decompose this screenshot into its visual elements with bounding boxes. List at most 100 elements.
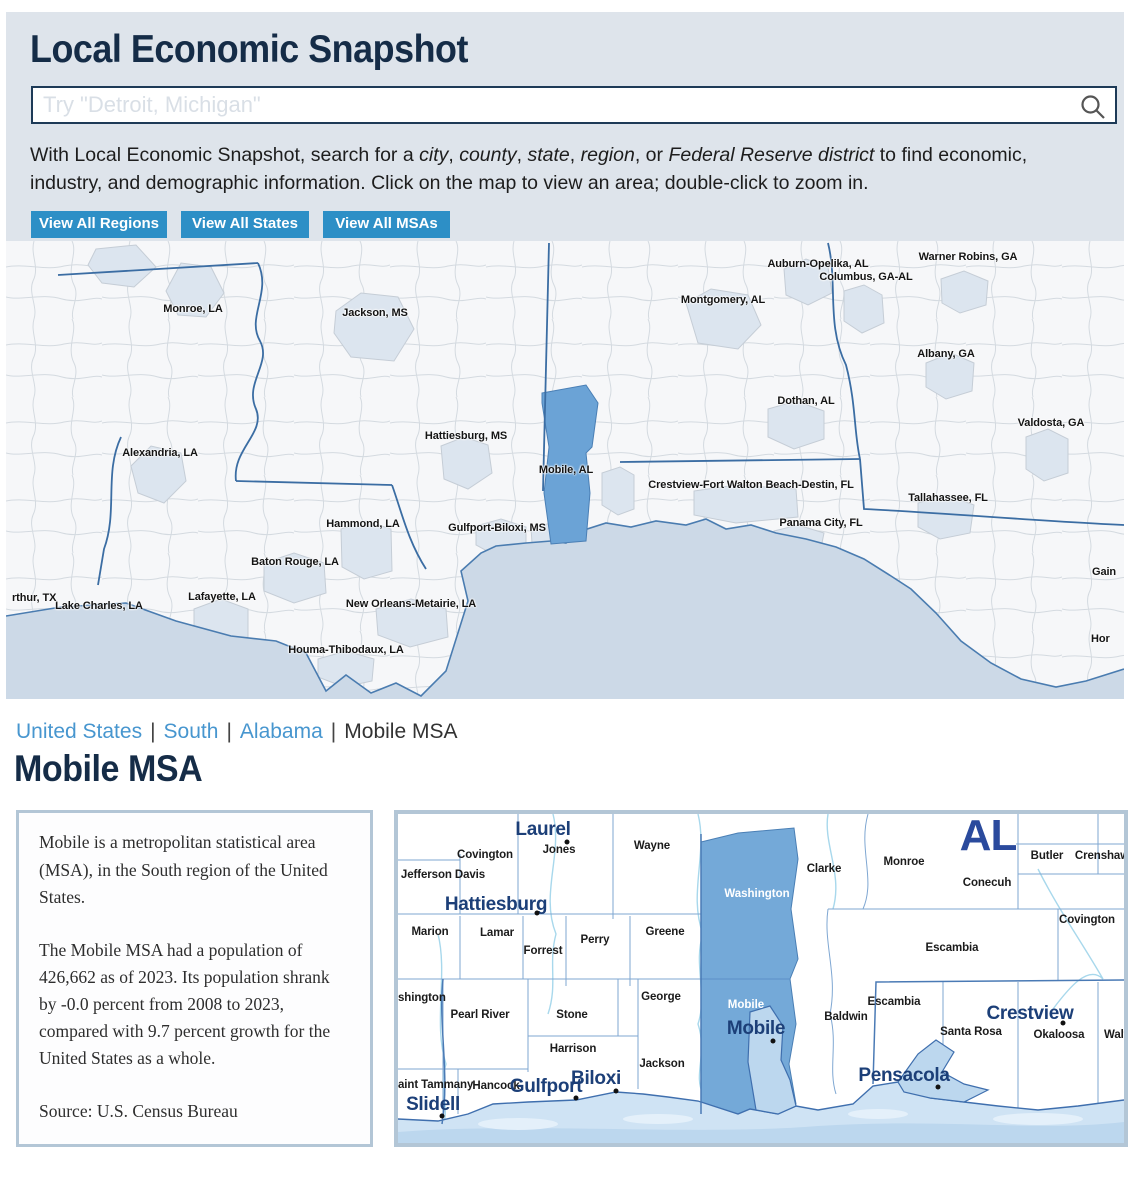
breadcrumb-alabama[interactable]: Alabama (239, 720, 323, 744)
county-label: Wayne (633, 840, 671, 853)
msa-title: Mobile MSA (14, 748, 203, 790)
county-label: Escambia (867, 996, 921, 1009)
msa-label-clipped[interactable]: Hor (1091, 633, 1110, 646)
city-label-gulfport: Gulfport (509, 1076, 583, 1098)
local-economic-snapshot-page: Local Economic Snapshot With Local Econo… (0, 12, 1131, 1148)
county-label: Monroe (883, 856, 925, 869)
city-label-biloxi: Biloxi (571, 1068, 621, 1090)
city-label-mobile: Mobile (726, 1018, 786, 1040)
county-label: Harrison (549, 1043, 597, 1056)
city-label-slidell: Slidell (406, 1094, 460, 1116)
msa-label[interactable]: Columbus, GA-AL (819, 271, 913, 284)
msa-label[interactable]: Crestview-Fort Walton Beach-Destin, FL (648, 479, 854, 492)
view-all-states-button[interactable]: View All States (181, 211, 309, 239)
mobile-msa-highlight (541, 384, 599, 545)
breadcrumb-united-states[interactable]: United States (16, 720, 143, 744)
msa-label[interactable]: Panama City, FL (779, 517, 863, 530)
county-label: Jackson (639, 1058, 685, 1071)
county-label-clipped: Walt (1104, 1029, 1128, 1042)
population-paragraph: The Mobile MSA had a population of 426,6… (39, 939, 331, 1069)
mobile-msa-detail-map[interactable]: Jones Covington Jefferson Davis Wayne Ma… (394, 810, 1128, 1148)
msa-label[interactable]: Hammond, LA (326, 518, 400, 531)
county-label: George (641, 991, 681, 1004)
search-input[interactable] (31, 86, 1117, 124)
county-label: Escambia (925, 942, 979, 955)
county-label: Pearl River (450, 1009, 510, 1022)
county-label: Hancock (472, 1080, 520, 1093)
city-dot (439, 1113, 445, 1119)
county-label: Covington (1059, 914, 1115, 927)
state-borders (57, 243, 1124, 586)
breadcrumb-current: Mobile MSA (344, 720, 458, 744)
msa-label[interactable]: Albany, GA (917, 348, 975, 361)
msa-label[interactable]: Lake Charles, LA (55, 600, 143, 613)
msa-label[interactable]: Dothan, AL (777, 395, 835, 408)
county-label: Jefferson Davis (400, 869, 486, 882)
pensacola-bay (897, 1039, 990, 1103)
regional-msa-map[interactable]: Monroe, LA Jackson, MS Alexandria, LA Ha… (6, 241, 1124, 700)
county-label: Lamar (479, 927, 515, 940)
msa-shaded-areas (67, 244, 1069, 688)
city-label-laurel: Laurel (515, 819, 571, 841)
detail-state-borders (441, 834, 1124, 1125)
city-dot (935, 1084, 941, 1090)
county-label: Conecuh (962, 877, 1012, 890)
county-label-washington: Washington (724, 888, 790, 901)
msa-label[interactable]: New Orleans-Metairie, LA (345, 598, 477, 611)
msa-label[interactable]: Auburn-Opelika, AL (767, 258, 869, 271)
snapshot-panel: Local Economic Snapshot With Local Econo… (6, 12, 1124, 700)
msa-label[interactable]: Tallahassee, FL (908, 492, 988, 505)
city-dot (573, 1095, 579, 1101)
msa-label[interactable]: Houma-Thibodaux, LA (288, 644, 404, 657)
county-label: Jones (542, 844, 576, 857)
county-label: Okaloosa (1033, 1029, 1085, 1042)
county-label: Clarke (806, 863, 842, 876)
msa-label[interactable]: Alexandria, LA (122, 447, 198, 460)
search-icon[interactable] (1079, 93, 1107, 126)
msa-label[interactable]: Gulfport-Biloxi, MS (448, 522, 546, 535)
msa-label[interactable]: Montgomery, AL (680, 294, 766, 307)
gulf-water (6, 519, 1124, 700)
county-label-clipped: shington (398, 992, 446, 1005)
city-label-pensacola: Pensacola (858, 1065, 950, 1087)
view-all-msas-button[interactable]: View All MSAs (323, 211, 450, 239)
detail-water (398, 1005, 1124, 1144)
msa-label-clipped[interactable]: rthur, TX (12, 592, 57, 605)
county-label: Butler (1030, 850, 1064, 863)
city-dot (1060, 1020, 1066, 1026)
app-title: Local Economic Snapshot (30, 28, 468, 71)
msa-summary-box: Mobile is a metropolitan statistical are… (16, 810, 373, 1148)
breadcrumb-separator: | (226, 720, 232, 744)
msa-label[interactable]: Valdosta, GA (1017, 417, 1085, 430)
county-label: Perry (580, 934, 610, 947)
msa-label[interactable]: Lafayette, LA (188, 591, 256, 604)
city-dot (564, 839, 570, 845)
county-label: Forrest (523, 945, 563, 958)
county-label: Crenshaw (1074, 850, 1128, 863)
city-dot (613, 1088, 619, 1094)
state-label-al: AL (959, 811, 1018, 861)
city-dot (534, 910, 540, 916)
county-label-clipped: aint Tammany (398, 1079, 474, 1092)
county-label: Baldwin (824, 1011, 868, 1024)
county-label: Marion (411, 926, 449, 939)
source-note: Source: U.S. Census Bureau (39, 1101, 238, 1122)
breadcrumb-south[interactable]: South (163, 720, 219, 744)
msa-label[interactable]: Jackson, MS (342, 307, 408, 320)
view-all-buttons: View All Regions View All States View Al… (31, 211, 1106, 239)
msa-label[interactable]: Hattiesburg, MS (424, 430, 508, 443)
breadcrumb: United States | South | Alabama | Mobile MSA (16, 720, 1131, 744)
county-label: Stone (556, 1009, 588, 1022)
county-label: Covington (457, 849, 513, 862)
msa-label-clipped[interactable]: Gain (1092, 566, 1117, 579)
view-all-regions-button[interactable]: View All Regions (31, 211, 167, 239)
city-dot (770, 1038, 776, 1044)
mobile-bay (747, 1005, 797, 1115)
intro-text: With Local Economic Snapshot, search for… (30, 144, 1028, 194)
city-label-crestview: Crestview (986, 1003, 1074, 1025)
msa-label[interactable]: Warner Robins, GA (918, 251, 1018, 264)
msa-label[interactable]: Baton Rouge, LA (251, 556, 339, 569)
city-label-hattiesburg: Hattiesburg (444, 894, 548, 916)
msa-label-mobile[interactable]: Mobile, AL (538, 464, 594, 477)
msa-label[interactable]: Monroe, LA (163, 303, 223, 316)
